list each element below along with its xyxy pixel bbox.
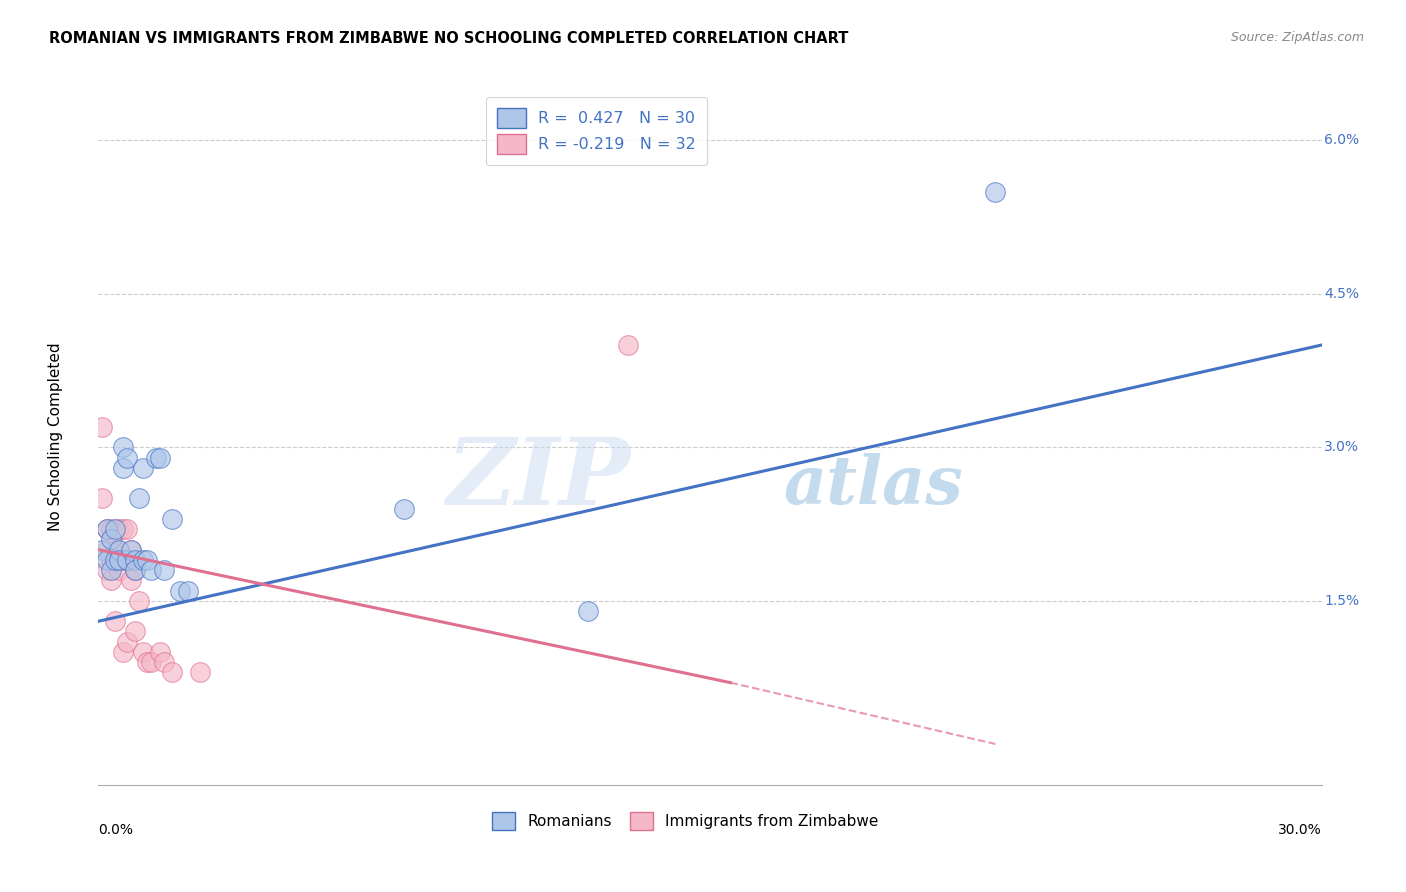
Point <box>177 583 200 598</box>
Point <box>111 553 134 567</box>
Point <box>120 574 142 588</box>
Point <box>160 665 183 680</box>
Text: 1.5%: 1.5% <box>1324 594 1360 607</box>
Text: ROMANIAN VS IMMIGRANTS FROM ZIMBABWE NO SCHOOLING COMPLETED CORRELATION CHART: ROMANIAN VS IMMIGRANTS FROM ZIMBABWE NO … <box>49 31 849 46</box>
Point <box>617 338 640 352</box>
Point <box>108 542 131 557</box>
Text: 0.0%: 0.0% <box>98 823 134 838</box>
Point <box>96 522 118 536</box>
Point <box>152 655 174 669</box>
Point <box>96 542 118 557</box>
Point <box>149 450 172 465</box>
Point <box>115 553 138 567</box>
Point <box>124 624 146 639</box>
Point <box>108 563 131 577</box>
Legend: Romanians, Immigrants from Zimbabwe: Romanians, Immigrants from Zimbabwe <box>486 805 884 837</box>
Point <box>115 553 138 567</box>
Point <box>124 563 146 577</box>
Point <box>124 563 146 577</box>
Point <box>91 542 114 557</box>
Point <box>96 553 118 567</box>
Point <box>115 522 138 536</box>
Text: Source: ZipAtlas.com: Source: ZipAtlas.com <box>1230 31 1364 45</box>
Point <box>96 563 118 577</box>
Point <box>111 460 134 475</box>
Point <box>136 553 159 567</box>
Point <box>132 645 155 659</box>
Point <box>120 542 142 557</box>
Point <box>111 440 134 454</box>
Point <box>104 553 127 567</box>
Point <box>576 604 599 618</box>
Point <box>100 553 122 567</box>
Point <box>128 594 150 608</box>
Point <box>91 420 114 434</box>
Point <box>108 553 131 567</box>
Point <box>104 522 127 536</box>
Point <box>141 563 163 577</box>
Point <box>100 574 122 588</box>
Text: No Schooling Completed: No Schooling Completed <box>48 343 63 532</box>
Point <box>124 553 146 567</box>
Point <box>104 542 127 557</box>
Point <box>132 553 155 567</box>
Point <box>188 665 212 680</box>
Point <box>108 522 131 536</box>
Point <box>115 634 138 648</box>
Point <box>100 563 122 577</box>
Point <box>100 533 122 547</box>
Point <box>111 645 134 659</box>
Point <box>111 522 134 536</box>
Text: 30.0%: 30.0% <box>1278 823 1322 838</box>
Point <box>141 655 163 669</box>
Point <box>104 614 127 628</box>
Point <box>149 645 172 659</box>
Point <box>132 460 155 475</box>
Point <box>984 185 1007 199</box>
Point <box>115 450 138 465</box>
Point <box>160 512 183 526</box>
Point <box>392 501 416 516</box>
Text: atlas: atlas <box>783 453 963 518</box>
Point <box>100 522 122 536</box>
Point <box>152 563 174 577</box>
Point <box>145 450 167 465</box>
Point <box>108 542 131 557</box>
Text: ZIP: ZIP <box>446 434 630 524</box>
Text: 3.0%: 3.0% <box>1324 441 1360 454</box>
Text: 6.0%: 6.0% <box>1324 134 1360 147</box>
Point <box>136 655 159 669</box>
Point <box>96 522 118 536</box>
Text: 4.5%: 4.5% <box>1324 287 1360 301</box>
Point <box>169 583 191 598</box>
Point <box>120 542 142 557</box>
Point <box>128 491 150 506</box>
Point <box>91 491 114 506</box>
